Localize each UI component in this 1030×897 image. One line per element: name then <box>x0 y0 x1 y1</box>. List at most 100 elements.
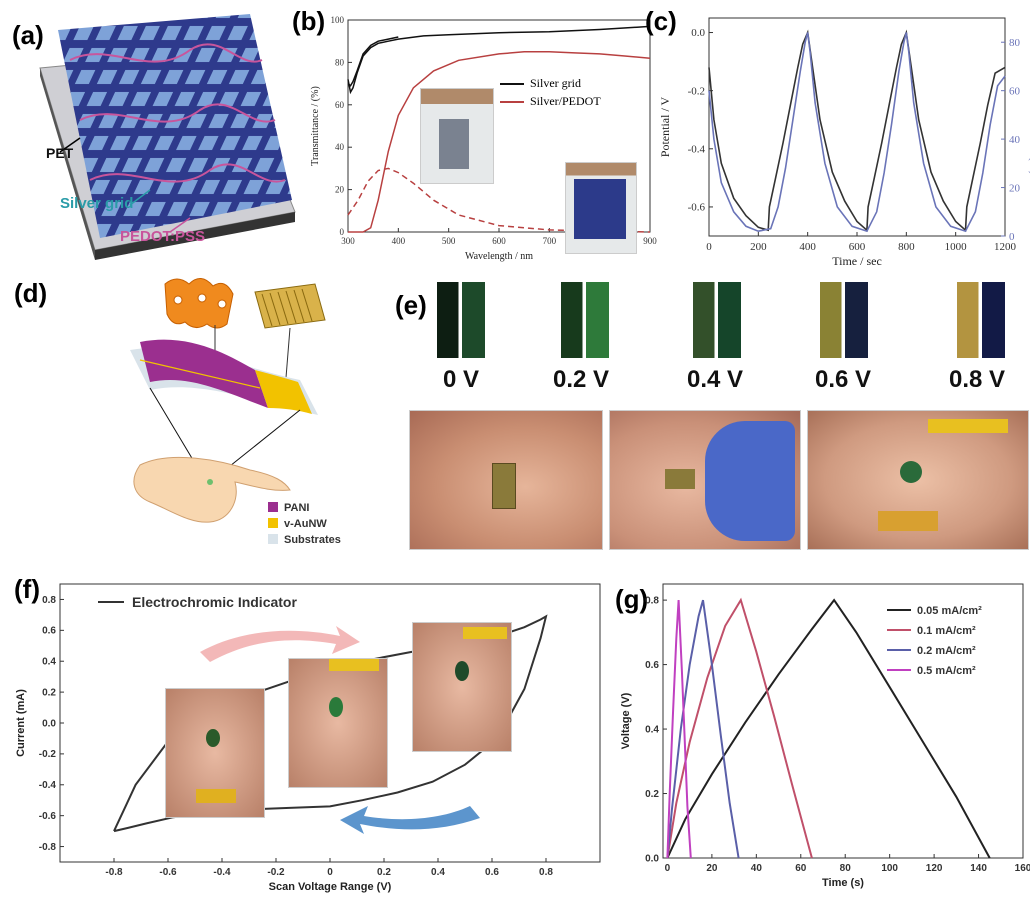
panel-label-c: (c) <box>645 6 677 36</box>
x-tick-label: -0.4 <box>213 867 231 878</box>
device-strip-0v <box>437 282 485 358</box>
y-tick-label: 0.6 <box>645 660 659 671</box>
panel-g: (g) 0 20 40 60 80 100 120 140 160 0.0 0.2 0.4 0.6 0.8… <box>605 570 1030 897</box>
legend-item-aunw: v-AuNW <box>284 518 327 530</box>
y2-tick-label: 0 <box>1009 231 1015 243</box>
series-line-0 <box>708 29 1006 232</box>
voltage-label-0-4v: 0.4 V <box>687 366 744 393</box>
y2-tick-label: 40 <box>1009 134 1021 146</box>
y-tick-label: -0.8 <box>39 842 57 853</box>
y2-tick-label: 60 <box>1009 86 1021 98</box>
x-tick-label: 0 <box>665 863 671 874</box>
panel-c: (c) 0 200 400 600 800 1000 1200 0.0 -0.2 -0.4 -0.6… <box>645 0 1030 270</box>
x-tick-label: 800 <box>898 241 915 253</box>
aunw-strip <box>255 370 312 414</box>
label-pedot-pss: PEDOT:PSS <box>120 228 206 245</box>
plot-frame <box>708 17 1006 237</box>
series-line-1 <box>708 32 1006 233</box>
legend-d: PANI v-AuNW Substrates <box>284 500 341 548</box>
y-axis-label: Transmittance / (%) <box>310 86 321 166</box>
series-line-0 <box>666 598 991 859</box>
series-line-0 <box>347 25 651 95</box>
x-tick-label: 600 <box>492 236 506 246</box>
y2-axis-label: Transmittance / (%) <box>1028 79 1030 175</box>
y-tick-label: -0.4 <box>688 143 706 155</box>
y2-tick-label: 80 <box>1009 37 1021 49</box>
legend-label-g: 0.5 mA/cm² <box>917 665 976 677</box>
x-tick-label: 200 <box>750 241 767 253</box>
indicator-photo-2 <box>288 658 388 788</box>
x-tick-label: 300 <box>341 236 355 246</box>
y-tick-label: 60 <box>335 100 345 110</box>
y-tick-label: 0.4 <box>645 724 659 735</box>
panel-label-b: (b) <box>292 6 326 36</box>
series-line-1 <box>666 597 813 859</box>
panel-b: (b) 300400500600700800900020406080100Wav… <box>290 0 660 265</box>
legend-label-g: 0.2 mA/cm² <box>917 645 976 657</box>
y-tick-label: 40 <box>335 142 345 152</box>
x-tick-label: 1000 <box>945 241 968 253</box>
legend-b: Silver grid Silver/PEDOT <box>500 76 601 109</box>
legend-f: Electrochromic Indicator <box>98 594 297 610</box>
x-tick-label: 0.4 <box>431 867 445 878</box>
legend-item-substrates: Substrates <box>284 534 341 546</box>
x-axis-label: Time (s) <box>822 877 864 889</box>
y-tick-label: 0.0 <box>645 853 659 864</box>
device-schematic <box>130 278 326 544</box>
chart-c: 0 200 400 600 800 1000 12000.0-0.2-0.4-0.6Time… <box>658 17 1030 268</box>
legend-item-electrochromic: Electrochromic Indicator <box>132 594 297 610</box>
inset-photo-silver-pedot <box>565 162 637 254</box>
panel-label-a: (a) <box>12 20 44 50</box>
x-tick-label: 0 <box>327 867 333 878</box>
y-tick-label: 100 <box>331 15 345 25</box>
x-tick-label: 20 <box>706 863 718 874</box>
chart-g: 0 20 40 60 80 100 120 140 160 0.0 0.2 0.4 0.6 0.8 Time… <box>620 583 1030 889</box>
y-tick-label: 0 <box>340 227 345 237</box>
x-tick-label: 1200 <box>994 241 1017 253</box>
x-tick-label: 160 <box>1015 863 1030 874</box>
y2-tick-label: 20 <box>1009 183 1021 195</box>
indicator-photo-3 <box>412 622 512 752</box>
voltage-label-0-2v: 0.2 V <box>553 366 610 393</box>
device-strip-0-6v <box>820 282 868 358</box>
indicator-photo-1 <box>165 688 265 818</box>
y-tick-label: 80 <box>335 57 345 67</box>
pani-structure <box>164 278 234 329</box>
y-tick-label: 0.0 <box>691 27 705 39</box>
device-strip-0-2v <box>561 282 609 358</box>
y-tick-label: 0.6 <box>42 626 56 637</box>
x-tick-label: -0.8 <box>105 867 123 878</box>
x-tick-label: 0 <box>706 241 712 253</box>
panel-label-f: (f) <box>14 574 40 604</box>
x-tick-label: 500 <box>442 236 456 246</box>
device-strip-0-8v <box>957 282 1005 358</box>
y-tick-label: 0.0 <box>42 718 56 729</box>
series-line-2 <box>666 599 740 859</box>
chart-b: 300400500600700800900020406080100Wavelen… <box>310 15 657 262</box>
layer-schematic <box>39 14 296 260</box>
wrist-photo-2 <box>609 410 801 550</box>
y-tick-label: -0.4 <box>39 780 57 791</box>
legend-label-g: 0.05 mA/cm² <box>917 605 982 617</box>
y-axis-label: Current (mA) <box>15 689 27 757</box>
y-tick-label: 0.8 <box>42 595 56 606</box>
y-tick-label: 0.4 <box>42 657 56 668</box>
y-axis-label: Potential / V <box>658 96 672 157</box>
hand-illustration <box>133 456 291 523</box>
panel-label-e: (e) <box>395 290 427 320</box>
x-tick-label: 100 <box>881 863 898 874</box>
voltage-label-0v: 0 V <box>443 366 480 393</box>
x-tick-label: 120 <box>926 863 943 874</box>
y-tick-label: -0.6 <box>688 202 706 214</box>
panel-label-d: (d) <box>14 278 48 308</box>
silver-grid-layer <box>58 14 292 238</box>
label-pet: PET <box>46 145 74 161</box>
legend-item-pani: PANI <box>284 502 310 514</box>
x-tick-label: -0.2 <box>267 867 285 878</box>
y-tick-label: -0.6 <box>39 811 57 822</box>
y-tick-label: -0.2 <box>39 749 57 760</box>
series-line-3 <box>347 167 651 233</box>
x-tick-label: 40 <box>751 863 763 874</box>
x-axis-label: Scan Voltage Range (V) <box>269 881 392 893</box>
plot-frame <box>662 583 1024 859</box>
